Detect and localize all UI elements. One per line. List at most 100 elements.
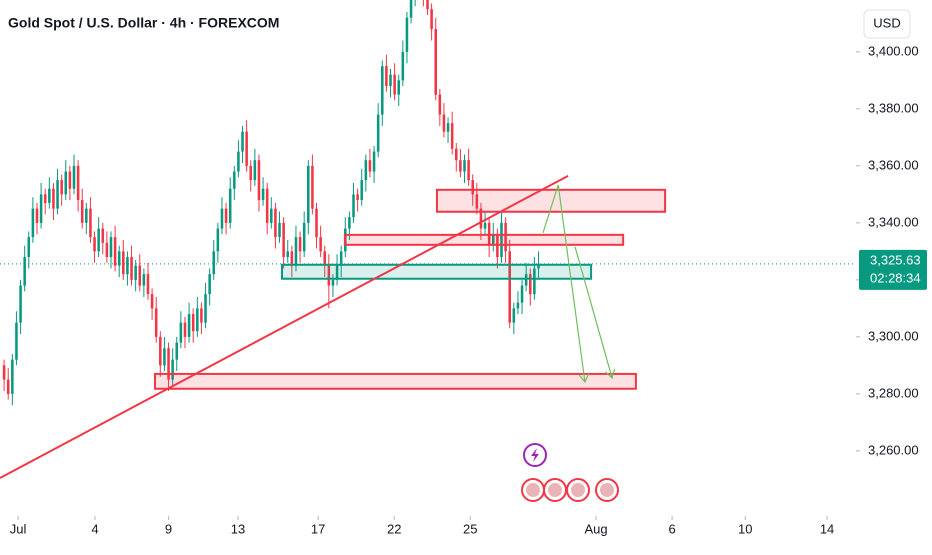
y-tick-label: 3,380.00 <box>868 100 919 115</box>
candle-body <box>528 274 532 295</box>
y-tick-label: 3,340.00 <box>868 214 919 229</box>
candle-body <box>191 314 195 332</box>
candle-body <box>364 160 368 181</box>
candle-body <box>163 348 166 366</box>
candle-body <box>302 222 306 252</box>
x-tick-label: 14 <box>820 521 834 536</box>
candle-body <box>339 251 343 266</box>
candle-body <box>335 265 339 280</box>
flag-glyph <box>571 483 585 497</box>
candle-body <box>261 188 265 201</box>
chart-title: Gold Spot / U.S. Dollar · 4h · FOREXCOM <box>8 15 279 31</box>
last-price-box <box>859 249 927 290</box>
candle-body <box>331 279 335 286</box>
candle-body <box>130 257 133 280</box>
currency-box[interactable] <box>863 9 911 39</box>
candle-body <box>475 194 479 209</box>
candle-body <box>224 208 228 223</box>
x-tick-label: 9 <box>165 521 172 536</box>
candle-body <box>467 160 470 181</box>
candle-body <box>97 228 100 252</box>
candle-body <box>274 208 277 238</box>
candle-body <box>35 208 39 223</box>
candle-body <box>327 265 331 286</box>
flag-glyph <box>600 483 614 497</box>
candle-body <box>208 274 211 295</box>
candle-body <box>405 17 409 52</box>
candle-body <box>39 194 43 223</box>
candle-body <box>311 165 314 209</box>
candle-body <box>265 188 269 223</box>
candle-body <box>471 180 474 195</box>
candle-body <box>109 237 113 258</box>
flag-glyph <box>548 483 562 497</box>
candle-body <box>134 265 137 280</box>
candle-body <box>450 123 454 149</box>
candle-body <box>257 160 261 201</box>
candle-body <box>122 251 125 275</box>
candle-body <box>409 0 413 18</box>
candle-body <box>516 302 520 309</box>
candle-body <box>454 148 458 161</box>
candle-body <box>294 237 298 266</box>
candle-body <box>72 165 76 189</box>
y-tick-label: 3,400.00 <box>868 43 919 58</box>
candle-body <box>126 257 129 275</box>
candle-body <box>2 365 6 380</box>
currency-label[interactable]: USD <box>873 15 900 30</box>
x-tick-label: 6 <box>668 521 675 536</box>
x-tick-label: 13 <box>231 521 245 536</box>
candle-body <box>48 188 51 203</box>
candle-body <box>117 251 121 266</box>
candle-body <box>138 265 142 286</box>
candle-body <box>520 285 524 303</box>
lightning-glyph <box>531 448 539 462</box>
candle-body <box>368 160 372 172</box>
candle-body <box>183 322 187 337</box>
zone <box>280 263 593 280</box>
candle-body <box>290 251 294 266</box>
candle-body <box>385 66 388 87</box>
candle-body <box>146 274 150 295</box>
candle-body <box>220 208 224 229</box>
projection-arrow <box>542 184 585 382</box>
candle-body <box>491 234 495 246</box>
candle-body <box>442 114 446 132</box>
candle-body <box>438 94 442 115</box>
zone <box>435 188 667 213</box>
candle-body <box>113 237 117 266</box>
candle-body <box>31 208 35 238</box>
candle-body <box>249 165 253 181</box>
candle-body <box>253 160 257 181</box>
candle-body <box>216 228 220 252</box>
candle-body <box>23 257 26 286</box>
candle-body <box>196 308 199 332</box>
candle-body <box>80 200 84 223</box>
projection-arrow <box>574 246 612 378</box>
candle-body <box>282 222 285 258</box>
candle-body <box>401 51 405 81</box>
candle-body <box>64 171 68 195</box>
candle-body <box>372 151 376 172</box>
candle-body <box>15 322 18 360</box>
candle-body <box>237 151 240 172</box>
x-tick-label: 4 <box>91 521 98 536</box>
y-tick-label: 3,300.00 <box>868 328 919 343</box>
candle-body <box>537 263 540 269</box>
candle-body <box>101 228 105 243</box>
x-tick-label: Aug <box>584 521 607 536</box>
candle-body <box>27 237 31 258</box>
flag-icons <box>521 478 619 502</box>
candle-body <box>393 74 396 95</box>
trendline <box>0 174 569 479</box>
candle-body <box>85 208 88 223</box>
candle-body <box>150 294 154 309</box>
candle-body <box>93 237 96 252</box>
candle-body <box>171 359 174 380</box>
candle-body <box>389 74 392 87</box>
candle-body <box>323 251 327 266</box>
countdown-label: 02:28:34 <box>870 270 921 285</box>
candle-body <box>159 336 162 366</box>
candle-body <box>426 0 429 10</box>
